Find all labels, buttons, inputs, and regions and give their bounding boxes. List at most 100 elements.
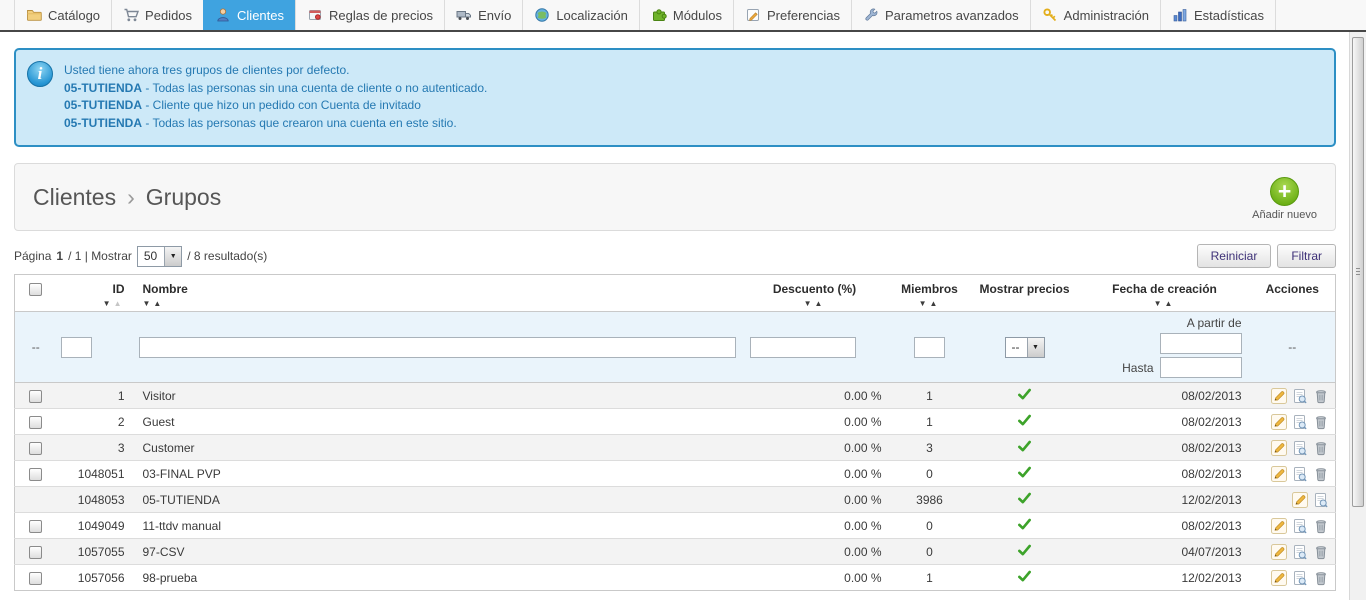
select-all-header [15, 275, 57, 312]
delete-icon [1316, 389, 1326, 403]
view-action-button[interactable] [1292, 388, 1308, 404]
edit-action-button[interactable] [1271, 387, 1287, 404]
row-checkbox[interactable] [29, 545, 43, 559]
chevron-down-icon: ▼ [1026, 337, 1044, 357]
sort-asc-icon[interactable]: ▲ [814, 299, 826, 308]
view-action-button[interactable] [1292, 518, 1308, 534]
sort-asc-icon[interactable]: ▲ [1164, 299, 1176, 308]
column-header-label: Nombre [142, 282, 188, 296]
cell-discount: 0.00 % [844, 440, 882, 455]
edit-action-button[interactable] [1271, 439, 1287, 456]
column-header-label: Acciones [1265, 282, 1319, 296]
filter-date-from-input[interactable] [1159, 333, 1242, 354]
view-action-button[interactable] [1313, 492, 1329, 508]
delete-action-button[interactable] [1313, 388, 1329, 404]
row-checkbox[interactable] [29, 415, 43, 429]
filter-show-prices-select[interactable]: -- ▼ [1004, 336, 1045, 358]
sort-asc-icon[interactable]: ▲ [929, 299, 941, 308]
scrollbar-thumb[interactable] [1352, 37, 1364, 507]
filter-discount-input[interactable] [749, 336, 856, 358]
tab-catalogo[interactable]: Catálogo [14, 0, 111, 30]
view-action-button[interactable] [1292, 466, 1308, 482]
tab-localizacion[interactable]: Localización [522, 0, 639, 30]
sort-desc-icon[interactable]: ▼ [803, 299, 815, 308]
edit-icon [1271, 439, 1287, 456]
cell-members: 1 [926, 414, 933, 429]
cell-members: 1 [926, 570, 933, 585]
row-checkbox[interactable] [29, 519, 43, 533]
tab-estadisticas[interactable]: Estadísticas [1159, 0, 1277, 30]
view-action-button[interactable] [1292, 414, 1308, 430]
delete-action-button[interactable] [1313, 544, 1329, 560]
filter-members-input[interactable] [914, 336, 945, 358]
sort-desc-icon[interactable]: ▼ [142, 299, 154, 308]
cell-members: 0 [926, 544, 933, 559]
tab-envio[interactable]: Envío [444, 0, 522, 30]
row-checkbox[interactable] [29, 571, 43, 585]
row-checkbox[interactable] [29, 467, 43, 481]
reset-button[interactable]: Reiniciar [1196, 244, 1272, 268]
tab-reglas-de-precios[interactable]: Reglas de precios [295, 0, 444, 30]
tab-administracion[interactable]: Administración [1029, 0, 1160, 30]
add-new-button[interactable]: + Añadir nuevo [1252, 177, 1317, 221]
edit-action-button[interactable] [1271, 413, 1287, 430]
sort-desc-icon[interactable]: ▼ [918, 299, 930, 308]
wrench-icon [865, 8, 878, 21]
filter-date-to-input[interactable] [1159, 357, 1242, 378]
page-size-select[interactable]: 50 ▼ [136, 245, 183, 267]
tab-parametros-avanzados[interactable]: Parametros avanzados [850, 0, 1030, 30]
info-line: 05-TUTIENDA - Todas las personas sin una… [64, 80, 488, 95]
tab-label: Administración [1063, 7, 1149, 23]
info-icon: i [27, 61, 53, 87]
folder-icon [27, 10, 42, 21]
toolbar-buttons: Reiniciar Filtrar [1196, 244, 1336, 268]
column-header-label: Mostrar precios [979, 282, 1070, 296]
row-actions [1251, 491, 1335, 508]
edit-action-button[interactable] [1271, 569, 1287, 586]
breadcrumb-parent[interactable]: Clientes [33, 183, 117, 210]
tab-label: Clientes [237, 7, 284, 23]
tab-clientes[interactable]: Clientes [203, 0, 295, 30]
sort-desc-icon[interactable]: ▼ [102, 299, 114, 308]
edit-action-button[interactable] [1271, 543, 1287, 560]
sort-asc-icon[interactable]: ▲ [113, 299, 125, 308]
filter-row: -- -- ▼ A partir de Hasta -- [14, 311, 1336, 383]
tab-pedidos[interactable]: Pedidos [111, 0, 203, 30]
edit-action-button[interactable] [1292, 491, 1308, 508]
delete-action-button[interactable] [1313, 570, 1329, 586]
delete-action-button[interactable] [1313, 440, 1329, 456]
cell-show-prices [970, 383, 1080, 409]
cell-date: 12/02/2013 [1181, 570, 1242, 585]
table-row: 1057056 98-prueba 0.00 % 1 12/02/2013 [14, 564, 1336, 591]
check-icon [1018, 570, 1031, 581]
breadcrumb-separator-icon: › [127, 183, 135, 210]
table-row: 3 Customer 0.00 % 3 08/02/2013 [14, 434, 1336, 461]
delete-action-button[interactable] [1313, 466, 1329, 482]
cell-discount: 0.00 % [844, 388, 882, 403]
view-action-button[interactable] [1292, 440, 1308, 456]
pagination-current-page: 1 [56, 249, 64, 263]
edit-icon [1271, 387, 1287, 404]
filter-id-input[interactable] [60, 336, 92, 358]
delete-action-button[interactable] [1313, 414, 1329, 430]
vertical-scrollbar[interactable] [1349, 32, 1366, 600]
row-checkbox[interactable] [29, 389, 43, 403]
edit-action-button[interactable] [1271, 465, 1287, 482]
stats-icon [1173, 9, 1187, 22]
sort-asc-icon[interactable]: ▲ [153, 299, 165, 308]
edit-action-button[interactable] [1271, 517, 1287, 534]
truck-icon [456, 11, 472, 20]
tab-preferencias[interactable]: Preferencias [733, 0, 851, 30]
filter-button[interactable]: Filtrar [1277, 244, 1336, 268]
delete-action-button[interactable] [1313, 518, 1329, 534]
customers-icon [217, 8, 229, 22]
cell-show-prices [970, 461, 1080, 487]
view-action-button[interactable] [1292, 544, 1308, 560]
view-action-button[interactable] [1292, 570, 1308, 586]
sort-desc-icon[interactable]: ▼ [1153, 299, 1165, 308]
row-checkbox[interactable] [29, 441, 43, 455]
filter-name-input[interactable] [138, 336, 736, 358]
select-all-checkbox[interactable] [29, 283, 43, 297]
tab-modulos[interactable]: Módulos [638, 0, 733, 30]
table-row: 1049049 11-ttdv manual 0.00 % 0 08/02/2013 [14, 512, 1336, 539]
